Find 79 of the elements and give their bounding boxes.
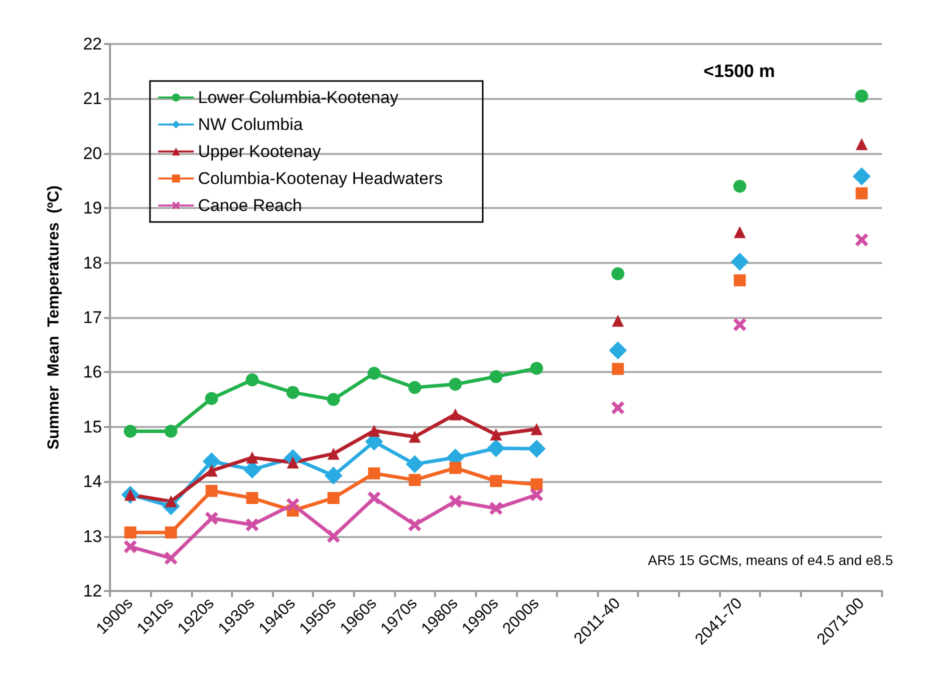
point: [611, 267, 624, 280]
point: [205, 392, 218, 405]
point: [368, 424, 380, 437]
y-tick-label: 17: [83, 308, 102, 327]
legend-label: NW Columbia: [198, 115, 304, 134]
point: [730, 252, 749, 271]
point: [246, 452, 258, 464]
point: [206, 484, 218, 497]
annotation: <1500 m: [703, 61, 775, 81]
point: [530, 478, 543, 490]
point: [856, 187, 868, 200]
point: [855, 233, 868, 246]
legend-label: Lower Columbia-Kootenay: [198, 88, 399, 107]
point: [734, 226, 746, 238]
point: [611, 401, 624, 414]
point: [206, 464, 218, 477]
y-axis-title: Summer Mean Temperatures (ºC): [46, 185, 62, 450]
y-tick-label: 19: [83, 198, 102, 218]
point: [124, 526, 136, 538]
point: [368, 366, 381, 380]
y-tick-label: 22: [83, 34, 102, 54]
point: [326, 530, 340, 543]
point: [528, 440, 546, 458]
point: [408, 474, 421, 486]
point: [327, 448, 340, 460]
point: [490, 370, 502, 384]
point: [286, 498, 300, 512]
y-tick-label: 18: [83, 253, 102, 272]
y-tick-label: 21: [83, 89, 102, 108]
legend-label: Upper Kootenay: [198, 142, 322, 161]
point: [327, 492, 340, 504]
point: [246, 492, 258, 504]
point: [448, 494, 462, 508]
y-tick-label: 16: [83, 362, 102, 382]
point: [408, 381, 422, 394]
point: [734, 274, 746, 286]
point: [530, 488, 544, 502]
point: [205, 512, 218, 525]
point: [855, 89, 868, 102]
point: [733, 180, 746, 193]
point: [124, 424, 137, 438]
point: [449, 408, 462, 420]
point: [406, 455, 424, 474]
point: [368, 467, 380, 480]
point: [286, 386, 300, 399]
y-tick-label: 20: [83, 144, 102, 163]
point: [852, 167, 871, 186]
y-tick-label: 14: [83, 472, 102, 492]
point: [202, 452, 221, 470]
point: [164, 424, 178, 438]
point: [490, 428, 502, 441]
y-tick-label: 13: [83, 526, 102, 546]
point: [124, 540, 137, 554]
point: [612, 314, 624, 327]
point: [449, 462, 462, 474]
point: [408, 518, 422, 532]
point: [408, 430, 421, 443]
point: [368, 492, 381, 505]
point: [326, 393, 340, 406]
point: [164, 552, 178, 565]
point: [490, 502, 502, 515]
point: [530, 423, 543, 436]
point: [487, 439, 505, 458]
y-tick-label: 12: [83, 582, 102, 600]
point: [733, 318, 746, 332]
legend-label: Columbia-Kootenay Headwaters: [198, 169, 443, 188]
point: [246, 518, 259, 532]
point: [246, 373, 259, 386]
point: [324, 466, 342, 485]
point: [608, 341, 627, 360]
legend-label: Canoe Reach: [198, 196, 302, 215]
point: [164, 526, 177, 538]
y-tick-label: 15: [83, 417, 102, 436]
point: [490, 475, 502, 488]
point: [530, 362, 544, 375]
point: [612, 362, 624, 375]
annotation: AR5 15 GCMs, means of e4.5 and e8.5: [648, 552, 894, 568]
point: [856, 138, 868, 150]
point: [448, 378, 462, 391]
